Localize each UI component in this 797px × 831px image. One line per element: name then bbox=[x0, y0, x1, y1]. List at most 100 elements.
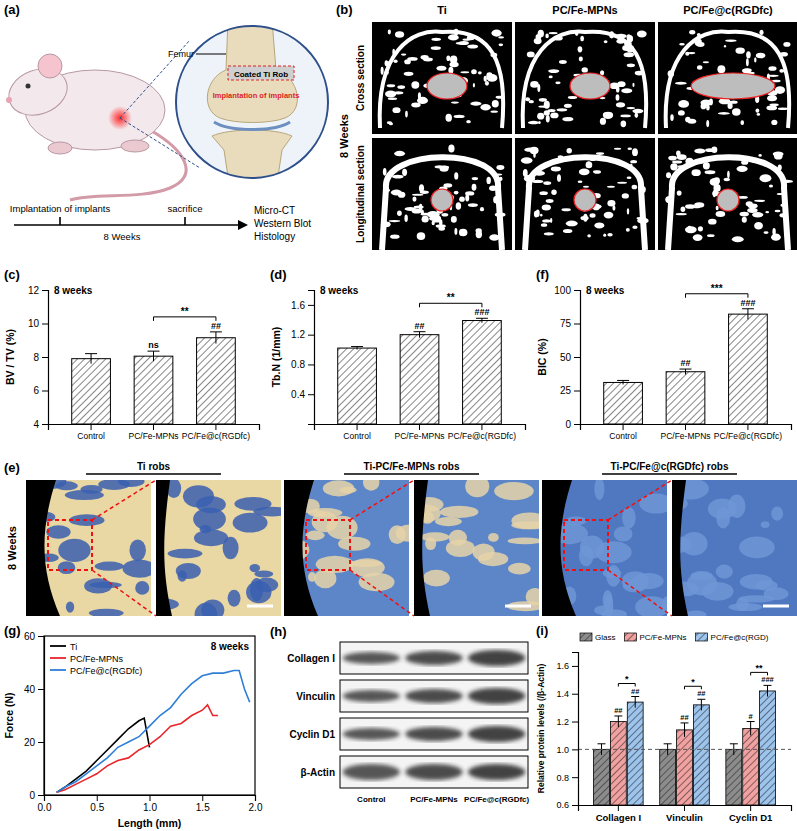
tick: 0.6 bbox=[556, 800, 578, 810]
timeline-label: Micro-CT bbox=[254, 205, 295, 216]
row-label: β-Actin bbox=[301, 767, 335, 778]
legend-swatch bbox=[696, 633, 708, 641]
error-bar bbox=[681, 723, 689, 737]
axis: 0.6 0.8 1.0 1.2 1.4 1.6 bbox=[556, 653, 578, 811]
tick-mark bbox=[150, 795, 151, 801]
tick: Collagen I bbox=[596, 805, 641, 823]
significance: ns bbox=[148, 340, 159, 350]
tick: 0.4 bbox=[291, 389, 314, 400]
tick: PC/Fe@c(RGDfc) bbox=[448, 424, 516, 441]
column-header: Ti bbox=[437, 4, 447, 16]
axis-title: Force (N) bbox=[3, 692, 15, 738]
blot-band bbox=[343, 690, 401, 702]
axis: 4681012 bbox=[28, 285, 49, 430]
tick-label: 0 bbox=[565, 419, 571, 430]
blot-band bbox=[343, 652, 401, 664]
tick-mark bbox=[574, 424, 580, 425]
legend-label: PC/Fe@c(RGD) bbox=[711, 633, 769, 642]
bar-chart: (c)4681012ControlPC/Fe-MPNsPC/Fe@c(RGDfc… bbox=[4, 267, 260, 441]
micro-ct-panel: (b)TiPC/Fe-MPNsPC/Fe@c(RGDfc)Cross secti… bbox=[336, 2, 797, 250]
bar bbox=[666, 372, 705, 424]
tick: PC/Fe-MPNs bbox=[660, 424, 710, 441]
significance: ## bbox=[697, 689, 706, 698]
axis-title: Relative protein levels (/β-Actin) bbox=[536, 664, 546, 794]
tick: 0.8 bbox=[556, 773, 578, 783]
legend-swatch bbox=[50, 645, 66, 647]
plot-area bbox=[604, 309, 768, 424]
blot-band bbox=[468, 650, 526, 666]
bar bbox=[72, 359, 111, 424]
axis-title: Length (mm) bbox=[118, 817, 182, 829]
tick: 0 bbox=[29, 790, 44, 801]
error-bar bbox=[476, 318, 488, 322]
legend-label: PC/Fe-MPNs bbox=[639, 633, 686, 642]
tick: Vinculin bbox=[666, 805, 703, 823]
row-label: Longitudinal section bbox=[355, 145, 366, 243]
legend: TiPC/Fe-MPNsPC/Fe@c(RGDfc) bbox=[50, 642, 142, 676]
tick-label: 0.0 bbox=[38, 802, 52, 813]
micro-ct-image bbox=[515, 138, 655, 250]
bar bbox=[729, 314, 768, 424]
tick: Control bbox=[609, 424, 637, 441]
significance: ## bbox=[414, 321, 424, 331]
tick-label: 25 bbox=[560, 385, 572, 396]
chart-title: 8 weeks bbox=[586, 285, 625, 296]
bar bbox=[726, 749, 742, 805]
tick: Control bbox=[77, 424, 105, 441]
tick-mark bbox=[38, 795, 44, 796]
tick-mark bbox=[38, 689, 44, 690]
tick: 1.4 bbox=[556, 689, 578, 699]
tick-label: 6 bbox=[33, 385, 39, 396]
legend-swatch bbox=[624, 633, 636, 641]
tick-label: 1.0 bbox=[143, 802, 157, 813]
tick: Control bbox=[343, 424, 371, 441]
bar-chart: (d)0.40.81.21.6ControlPC/Fe-MPNsPC/Fe@c(… bbox=[270, 267, 526, 441]
tick-mark bbox=[481, 424, 482, 430]
blot-band bbox=[343, 764, 401, 780]
tick-label: 20 bbox=[24, 737, 36, 748]
significance: ## bbox=[631, 687, 640, 696]
bracket bbox=[686, 294, 748, 298]
histology-image bbox=[26, 480, 151, 616]
bracket bbox=[154, 317, 216, 321]
column-header: PC/Fe@c(RGDfc) bbox=[683, 4, 773, 16]
tick-label: 40 bbox=[24, 684, 36, 695]
significance: ### bbox=[761, 675, 774, 684]
tick-mark bbox=[42, 357, 48, 358]
bar bbox=[604, 382, 643, 424]
tick-mark bbox=[623, 424, 624, 430]
blot-strip bbox=[340, 756, 528, 788]
plot-area bbox=[57, 670, 250, 792]
tick: 8 bbox=[33, 352, 48, 363]
axis-line bbox=[579, 806, 792, 812]
tick: 40 bbox=[24, 684, 44, 695]
tick: 100 bbox=[554, 285, 580, 296]
tick-mark bbox=[572, 666, 578, 667]
tick-label: 1.2 bbox=[556, 717, 569, 727]
tick-mark bbox=[572, 749, 578, 750]
tick-mark bbox=[42, 290, 48, 291]
tick-label: 100 bbox=[554, 285, 571, 296]
tick: 12 bbox=[28, 285, 48, 296]
line bbox=[57, 705, 218, 792]
tick-mark bbox=[572, 694, 578, 695]
significance: ### bbox=[474, 307, 489, 317]
bar bbox=[594, 749, 610, 805]
tick: 1.6 bbox=[556, 661, 578, 671]
significance: ## bbox=[680, 713, 689, 722]
tick-mark bbox=[357, 424, 358, 430]
significance: # bbox=[749, 712, 754, 721]
tick: 0 bbox=[565, 419, 580, 430]
tick: 1.0 bbox=[556, 745, 578, 755]
column-label: PC/Fe-MPNs bbox=[410, 795, 458, 804]
histology-image bbox=[672, 480, 797, 616]
tick-label: Vinculin bbox=[666, 812, 703, 823]
error-bar bbox=[351, 347, 363, 350]
column-label: Control bbox=[357, 795, 385, 804]
tick-label: 2.0 bbox=[249, 802, 263, 813]
tick-label: 0.4 bbox=[291, 389, 305, 400]
histology-image bbox=[156, 480, 281, 616]
error-bar bbox=[85, 354, 97, 364]
error-bar bbox=[764, 685, 772, 696]
error-bar bbox=[148, 351, 160, 361]
